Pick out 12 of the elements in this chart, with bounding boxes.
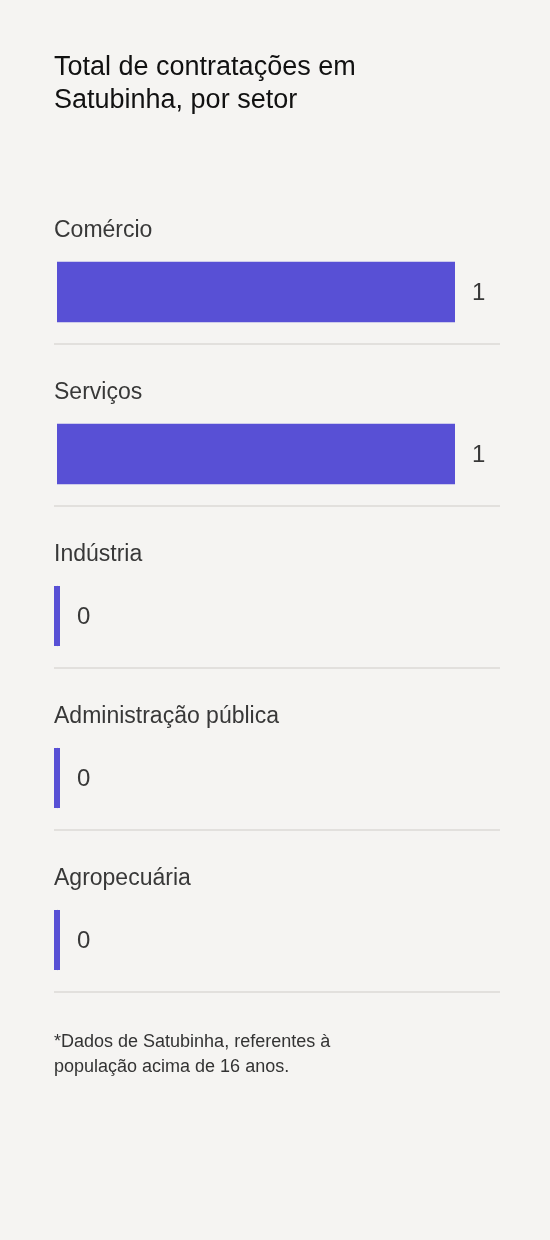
chart-title: Total de contratações em Satubinha, por setor (54, 50, 357, 116)
data-label: 0 (77, 763, 91, 791)
y-tick-label: Indústria (54, 540, 143, 567)
data-label: 1 (472, 277, 486, 305)
data-label: 0 (77, 925, 91, 953)
data-label: 1 (472, 439, 486, 467)
data-label: 0 (77, 601, 91, 629)
y-tick-label: Serviços (54, 378, 143, 405)
y-tick-label: Agropecuária (54, 864, 192, 891)
text: *Dados de Satubinha, referentes à população acima de 16 anos. (54, 1030, 332, 1078)
y-tick-label: Administração pública (54, 702, 280, 729)
y-tick-label: Comércio (54, 216, 153, 243)
